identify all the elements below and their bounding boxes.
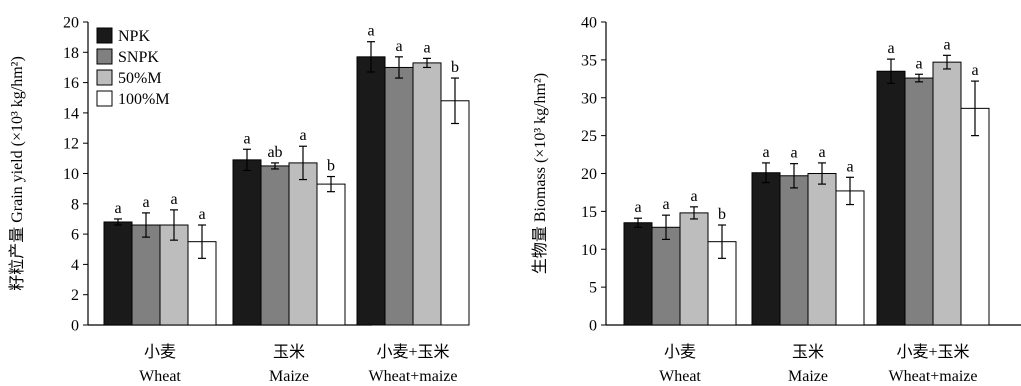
x-category-label-zh: 小麦+玉米 [376, 343, 449, 361]
bar-snpk [384, 66, 414, 326]
y-tick-label: 35 [581, 52, 597, 69]
y-tick-label: 15 [581, 204, 597, 221]
x-category-label-en: Wheat+maize [889, 368, 978, 385]
y-tick-label: 25 [581, 128, 597, 145]
significance-letter: a [887, 40, 894, 57]
significance-letter: a [762, 144, 769, 161]
bar-snpk [260, 165, 290, 326]
bar-npk [751, 172, 781, 326]
significance-letter: a [943, 36, 950, 53]
significance-letter: a [790, 145, 797, 162]
y-tick-label: 20 [581, 166, 597, 183]
significance-letter: a [423, 39, 430, 56]
y-tick-label: 4 [71, 257, 79, 274]
bar-npk [103, 221, 133, 326]
y-tick-label: 30 [581, 90, 597, 107]
y-tick-label: 10 [63, 166, 79, 183]
bar-100pctm [835, 190, 865, 326]
bar-snpk [651, 226, 681, 326]
bar-50pctm [807, 173, 837, 326]
y-tick-label: 40 [581, 15, 597, 32]
y-tick-label: 5 [589, 280, 597, 297]
significance-letter: a [971, 62, 978, 79]
y-axis-title: 生物量 Biomass (×10³ kg/hm²) [531, 73, 549, 274]
significance-letter: a [915, 55, 922, 72]
legend-label: 50%M [118, 70, 162, 87]
bar-snpk [131, 224, 161, 326]
x-category-label-en: Maize [788, 368, 828, 385]
significance-letter: a [818, 144, 825, 161]
bar-50pctm [412, 62, 442, 326]
significance-letter: a [846, 158, 853, 175]
x-category-label-zh: 玉米 [273, 343, 305, 361]
legend-swatch [96, 48, 113, 65]
bar-npk [232, 159, 262, 326]
legend-swatch [96, 27, 113, 44]
significance-letter: a [367, 23, 374, 40]
bar-100pctm [960, 107, 990, 326]
bar-100pctm [440, 100, 470, 326]
legend-label: NPK [118, 28, 150, 45]
legend-label: SNPK [118, 49, 159, 66]
legend-swatch [96, 90, 113, 107]
bar-50pctm [288, 162, 318, 326]
x-category-label-en: Wheat [659, 368, 701, 385]
bar-npk [876, 70, 906, 326]
significance-letter: a [690, 188, 697, 205]
y-tick-label: 10 [581, 242, 597, 259]
significance-letter: a [299, 127, 306, 144]
significance-letter: b [451, 59, 459, 76]
x-category-label-zh: 小麦 [144, 343, 176, 361]
biomass-chart: 0 5 10 15 20 25 30 35 40 生物量 Biomass (×10³ kg/hm²… [531, 15, 1021, 385]
significance-letter: b [718, 206, 726, 223]
significance-letter: a [198, 206, 205, 223]
significance-letter: a [243, 130, 250, 147]
bar-npk [356, 56, 386, 326]
significance-letter: a [634, 199, 641, 216]
bar-snpk [904, 77, 934, 326]
y-tick-label: 20 [63, 15, 79, 32]
significance-letter: b [327, 158, 335, 175]
significance-letter: a [662, 196, 669, 213]
y-tick-label: 2 [71, 287, 79, 304]
y-tick-label: 0 [589, 318, 597, 335]
significance-letter: a [114, 200, 121, 217]
legend-label: 100%M [118, 91, 170, 108]
significance-letter: a [170, 191, 177, 208]
bar-100pctm [316, 183, 346, 326]
y-axis-title: 籽粒产量 Grain yield (×10³ kg/hm²) [8, 56, 26, 291]
y-tick-label: 6 [71, 227, 79, 244]
bar-snpk [779, 175, 809, 326]
bar-npk [623, 222, 653, 326]
significance-letter: a [142, 194, 149, 211]
y-tick-label: 8 [71, 196, 79, 213]
y-tick-label: 12 [63, 136, 79, 153]
bar-50pctm [679, 212, 709, 326]
x-category-label-zh: 玉米 [792, 343, 824, 361]
y-tick-label: 14 [63, 105, 79, 122]
bar-50pctm [932, 61, 962, 326]
x-category-label-en: Wheat+maize [369, 368, 458, 385]
y-tick-label: 0 [71, 318, 79, 335]
y-tick-label: 18 [63, 45, 79, 62]
x-category-label-zh: 小麦+玉米 [896, 343, 969, 361]
x-category-label-en: Maize [269, 368, 309, 385]
y-tick-label: 16 [63, 75, 79, 92]
legend-swatch [96, 69, 113, 86]
significance-letter: a [395, 38, 402, 55]
x-category-label-zh: 小麦 [664, 343, 696, 361]
grain-yield-chart: 0 2 4 6 8 10 12 14 16 18 20 籽粒产量 Grain yield (×10³ … [8, 15, 470, 385]
significance-letter: ab [267, 144, 282, 161]
x-category-label-en: Wheat [139, 368, 181, 385]
